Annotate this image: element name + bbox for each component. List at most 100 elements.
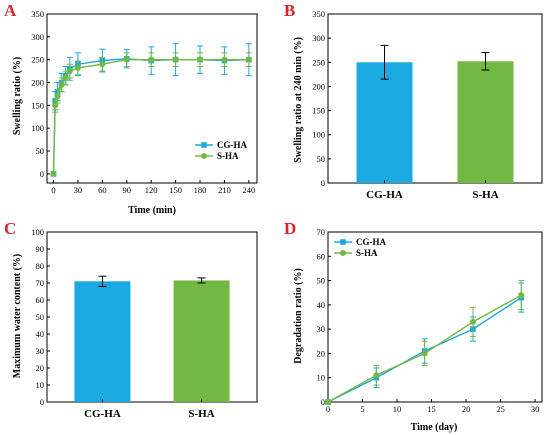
panel-d-xlabel: Time (day) xyxy=(411,422,458,433)
panel-c-ytick-label-5: 50 xyxy=(36,312,45,322)
panel-a-xtick-label-4: 120 xyxy=(145,185,158,195)
panel-d-ytick-label-0: 0 xyxy=(321,397,325,407)
panel-d-xtick-label-0: 0 xyxy=(326,404,330,414)
panel-d-s1-point-2 xyxy=(421,350,428,357)
panel-b-category-label-1: S-HA xyxy=(472,189,498,201)
panel-a-legend-marker-0 xyxy=(201,142,207,148)
panel-a-ytick-label-3: 150 xyxy=(31,100,44,110)
panel-d-s1-point-3 xyxy=(469,318,476,325)
panel-a-xtick-label-6: 180 xyxy=(194,185,207,195)
panel-a-s1-point-1 xyxy=(52,102,59,109)
panel-a-s1-point-3 xyxy=(58,81,65,88)
panel-d-frame xyxy=(327,231,543,403)
panel-d-xtick-label-3: 15 xyxy=(427,404,436,414)
panel-d-chart: 0 10 20 30 40 50 60 70 0 5 10 15 20 25 30 CG-HAS-HA xyxy=(317,227,543,414)
panel-a-ytick-label-2: 100 xyxy=(31,123,44,133)
panel-a-ytick-label-6: 300 xyxy=(31,32,44,42)
panel-c-ytick-label-8: 80 xyxy=(36,261,45,271)
panel-b-ytick-label-0: 0 xyxy=(321,178,325,188)
panel-a-s1-point-2 xyxy=(54,93,61,100)
panel-a-chart: 0 50 100 150 200 250 300 350 0 30 60 90 120 150 180 210… xyxy=(31,9,258,195)
panel-a-xtick-label-0: 0 xyxy=(51,185,55,195)
panel-a-ytick-label-1: 50 xyxy=(36,146,45,156)
panel-a-ylabel: Swelling ratio (%) xyxy=(12,57,23,135)
panel-b-bar-err-0 xyxy=(380,44,389,80)
panel-d-ytick-label-7: 70 xyxy=(317,227,326,237)
panel-a-legend-label-0: CG-HA xyxy=(217,140,247,150)
panel-b-ytick-label-7: 350 xyxy=(312,9,325,19)
panel-a-legend-marker-1 xyxy=(201,153,207,159)
panel-a-s1-point-12 xyxy=(221,56,228,63)
panel-a-xtick-label-5: 150 xyxy=(169,185,182,195)
panel-d-xtick-label-1: 5 xyxy=(360,404,364,414)
panel-d-xtick-label-2: 10 xyxy=(393,404,402,414)
panel-c-ytick-label-10: 100 xyxy=(31,227,44,237)
panel-d-s1-point-4 xyxy=(518,292,525,299)
panel-a-ytick-label-0: 0 xyxy=(40,169,44,179)
panel-d-legend-marker-0 xyxy=(340,239,346,245)
panel-b-bar-err-1 xyxy=(481,52,490,71)
panel-a-s1-point-4 xyxy=(62,74,69,81)
panel-a-s1-point-6 xyxy=(74,64,81,71)
panel-b-ytick-label-5: 250 xyxy=(312,57,325,67)
panel-b-chart: 0 50 100 150 200 250 300 350 CG-HA S-HA xyxy=(312,9,543,201)
panel-b-frame xyxy=(327,13,543,184)
panel-b-ytick-label-1: 50 xyxy=(317,154,326,164)
panel-c-bar-0 xyxy=(74,281,131,402)
panel-d-ytick-label-2: 20 xyxy=(317,348,326,358)
panel-a-s1-point-0 xyxy=(50,170,57,177)
panel-c-ytick-label-0: 0 xyxy=(40,397,44,407)
panel-a-xtick-label-8: 240 xyxy=(242,185,255,195)
panel-d-ytick-label-4: 40 xyxy=(317,300,326,310)
panel-d-ytick-label-3: 30 xyxy=(317,324,326,334)
panel-letter-c: C xyxy=(4,219,16,238)
panel-c-ytick-label-9: 90 xyxy=(36,244,45,254)
panel-a-xtick-label-3: 90 xyxy=(123,185,132,195)
panel-a-xtick-label-7: 210 xyxy=(218,185,231,195)
panel-b-category-label-0: CG-HA xyxy=(366,189,403,201)
panel-a-ytick-label-4: 200 xyxy=(31,78,44,88)
panel-a-s1-point-13 xyxy=(245,56,252,63)
panel-a-ytick-label-7: 350 xyxy=(31,9,44,19)
panel-a-xtick-label-2: 60 xyxy=(98,185,107,195)
panel-a-s1-point-8 xyxy=(123,56,130,63)
panel-letter-d: D xyxy=(284,219,296,238)
panel-c-ytick-label-4: 40 xyxy=(36,329,45,339)
panel-a-legend-label-1: S-HA xyxy=(217,151,239,161)
panel-b-ytick-label-6: 300 xyxy=(312,33,325,43)
panel-b-ytick-label-3: 150 xyxy=(312,106,325,116)
panel-c-bar-err-0 xyxy=(98,275,107,287)
panel-d-ytick-label-1: 10 xyxy=(317,373,326,383)
panel-d-xtick-label-6: 30 xyxy=(531,404,540,414)
panel-d-ytick-label-6: 60 xyxy=(317,251,326,261)
panel-d-legend-label-1: S-HA xyxy=(356,248,378,258)
panel-a-s1-point-9 xyxy=(148,56,155,63)
panel-a-xlabel: Time (min) xyxy=(128,205,176,216)
panel-d-xtick-label-5: 25 xyxy=(496,404,505,414)
panel-c-category-label-1: S-HA xyxy=(188,408,214,420)
panel-c-ytick-label-2: 20 xyxy=(36,363,45,373)
panel-c-ytick-label-1: 10 xyxy=(36,380,45,390)
panel-a-s1-point-11 xyxy=(197,56,204,63)
panel-d-xtick-label-4: 20 xyxy=(462,404,471,414)
panel-b-bar-1 xyxy=(457,61,514,183)
panel-a-ytick-label-5: 250 xyxy=(31,55,44,65)
panel-letter-b: B xyxy=(284,1,295,20)
panel-c-ytick-label-3: 30 xyxy=(36,346,45,356)
panel-c-category-label-0: CG-HA xyxy=(84,408,121,420)
panel-a-xtick-label-1: 30 xyxy=(74,185,83,195)
panel-b-ytick-label-2: 100 xyxy=(312,130,325,140)
panel-a-s1-point-7 xyxy=(99,61,106,68)
panel-d-ytick-label-5: 50 xyxy=(317,276,326,286)
panel-a-frame xyxy=(46,13,258,184)
panel-c-ylabel: Maximum water content (%) xyxy=(12,254,23,379)
panel-d-s1-point-0 xyxy=(325,399,331,405)
panel-b-ytick-label-4: 200 xyxy=(312,81,325,91)
panel-d-ylabel: Degradation ratio (%) xyxy=(293,268,304,364)
panel-d-legend-label-0: CG-HA xyxy=(356,237,386,247)
panel-c-bar-1 xyxy=(173,280,230,402)
panel-c-ytick-label-7: 70 xyxy=(36,278,45,288)
panel-d-legend-marker-1 xyxy=(340,250,346,256)
panel-a-s1-point-5 xyxy=(66,68,73,75)
